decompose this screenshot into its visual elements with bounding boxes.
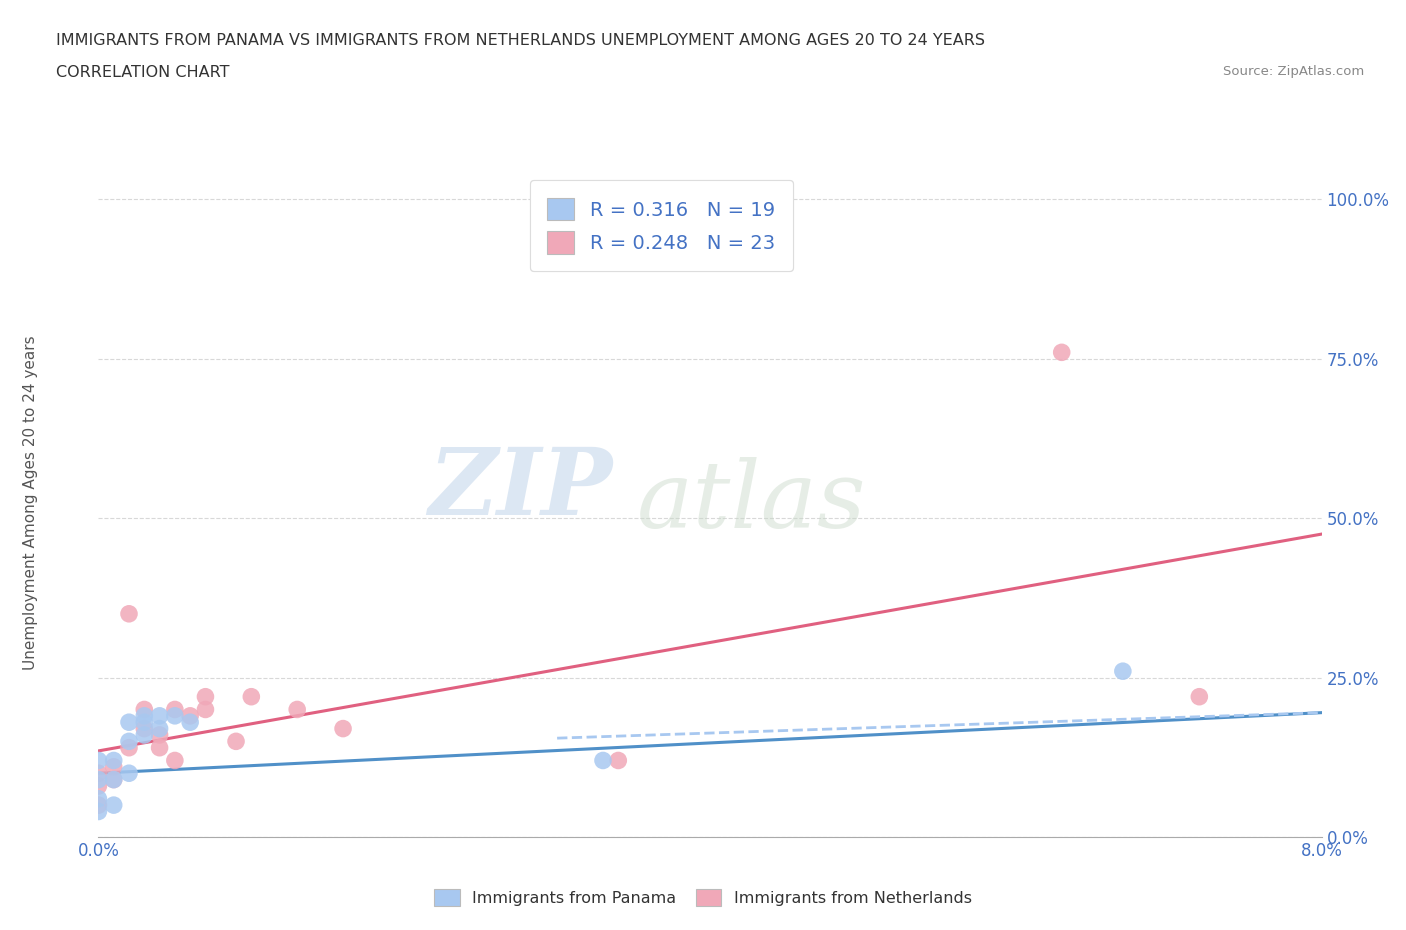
Legend: Immigrants from Panama, Immigrants from Netherlands: Immigrants from Panama, Immigrants from … [427, 883, 979, 912]
Point [87, 753, 110, 768]
Point [87, 778, 110, 793]
Point [87, 791, 110, 806]
Point [1050, 345, 1073, 360]
Text: Unemployment Among Ages 20 to 24 years: Unemployment Among Ages 20 to 24 years [24, 335, 38, 670]
Point [118, 715, 141, 730]
Point [118, 765, 141, 780]
Point [118, 734, 141, 749]
Text: atlas: atlas [637, 458, 866, 547]
Point [134, 721, 156, 736]
Point [103, 753, 125, 768]
Point [103, 798, 125, 813]
Point [592, 753, 614, 768]
Text: ZIP: ZIP [427, 444, 612, 534]
Point [179, 709, 201, 724]
Point [87, 772, 110, 787]
Point [1112, 664, 1135, 679]
Point [87, 765, 110, 780]
Text: IMMIGRANTS FROM PANAMA VS IMMIGRANTS FROM NETHERLANDS UNEMPLOYMENT AMONG AGES 20: IMMIGRANTS FROM PANAMA VS IMMIGRANTS FRO… [56, 33, 986, 47]
Point [118, 606, 141, 621]
Point [134, 702, 156, 717]
Point [285, 702, 308, 717]
Point [179, 715, 201, 730]
Point [194, 689, 217, 704]
Point [149, 721, 172, 736]
Text: Source: ZipAtlas.com: Source: ZipAtlas.com [1223, 65, 1364, 78]
Point [225, 734, 247, 749]
Point [134, 715, 156, 730]
Point [103, 772, 125, 787]
Point [149, 709, 172, 724]
Point [87, 798, 110, 813]
Point [332, 721, 354, 736]
Point [103, 760, 125, 775]
Point [118, 740, 141, 755]
Point [607, 753, 630, 768]
Text: CORRELATION CHART: CORRELATION CHART [56, 65, 229, 80]
Point [103, 772, 125, 787]
Point [240, 689, 263, 704]
Point [163, 702, 186, 717]
Point [149, 740, 172, 755]
Point [87, 804, 110, 819]
Point [163, 753, 186, 768]
Point [194, 702, 217, 717]
Point [134, 709, 156, 724]
Point [149, 727, 172, 742]
Legend: R = 0.316   N = 19, R = 0.248   N = 23: R = 0.316 N = 19, R = 0.248 N = 23 [530, 180, 793, 271]
Point [163, 709, 186, 724]
Point [134, 727, 156, 742]
Point [1188, 689, 1211, 704]
